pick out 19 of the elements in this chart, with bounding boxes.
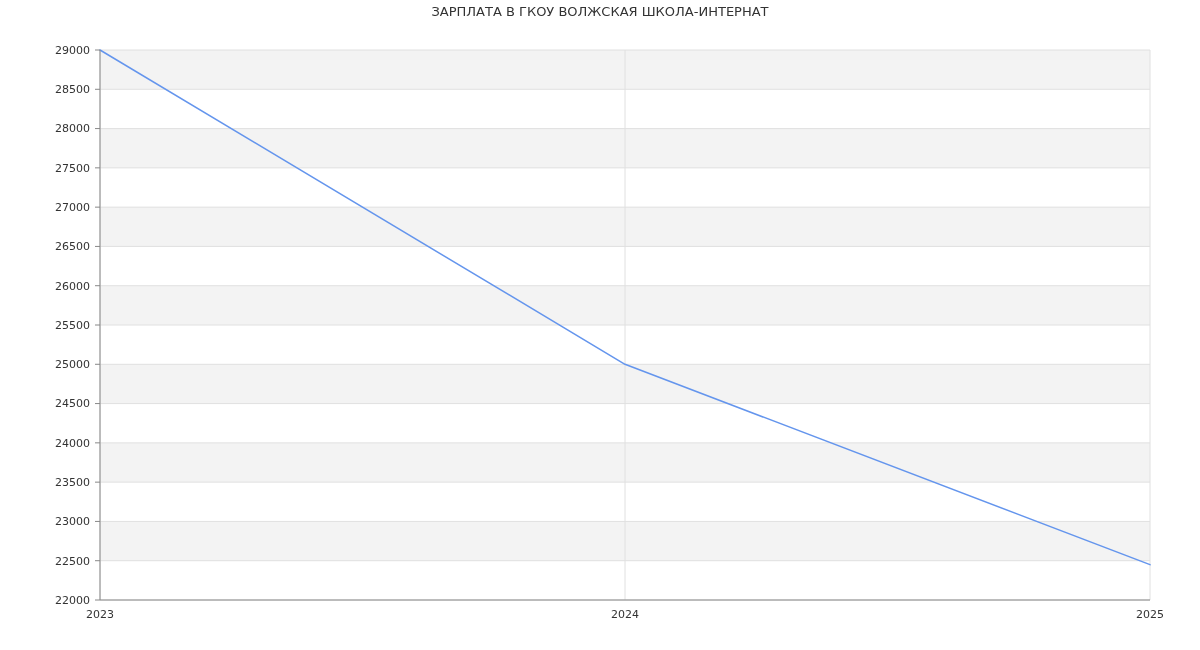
y-tick-label: 22000 [55,593,90,607]
y-tick-label: 28000 [55,122,90,136]
y-tick-label: 24500 [55,397,90,411]
x-tick-label: 2023 [86,608,114,621]
y-tick-label: 22500 [55,554,90,568]
y-tick-label: 25000 [55,358,90,372]
y-tick-label: 26500 [55,240,90,254]
y-tick-label: 27000 [55,200,90,214]
x-tick-label: 2025 [1136,608,1164,621]
y-tick-label: 27500 [55,161,90,175]
y-tick-label: 24000 [55,436,90,450]
chart-title: ЗАРПЛАТА В ГКОУ ВОЛЖСКАЯ ШКОЛА-ИНТЕРНАТ [431,4,769,19]
y-tick-label: 23000 [55,515,90,529]
x-tick-label: 2024 [611,608,639,621]
y-tick-label: 26000 [55,279,90,293]
y-tick-label: 28500 [55,83,90,97]
y-tick-label: 25500 [55,318,90,332]
y-tick-label: 23500 [55,475,90,489]
y-tick-label: 29000 [55,43,90,57]
